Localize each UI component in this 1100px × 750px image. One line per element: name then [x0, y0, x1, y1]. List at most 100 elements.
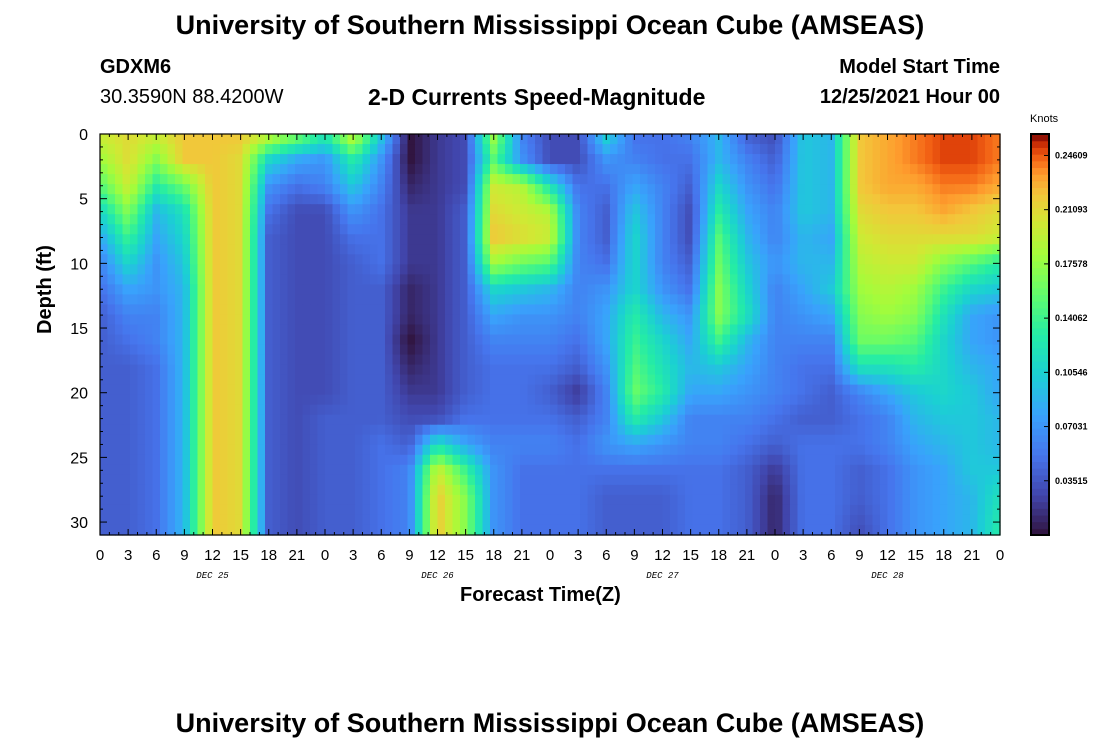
- heatmap-cell: [632, 224, 641, 235]
- heatmap-cell: [902, 524, 911, 536]
- heatmap-cell: [295, 424, 304, 436]
- heatmap-cell: [505, 384, 514, 396]
- heatmap-cell: [985, 214, 994, 225]
- heatmap-cell: [182, 184, 191, 195]
- heatmap-cell: [865, 144, 874, 155]
- heatmap-cell: [182, 424, 191, 436]
- heatmap-cell: [640, 154, 649, 165]
- heatmap-cell: [415, 244, 424, 255]
- heatmap-cell: [527, 394, 536, 406]
- heatmap-cell: [677, 344, 686, 356]
- heatmap-cell: [542, 214, 551, 225]
- heatmap-cell: [265, 244, 274, 255]
- heatmap-cell: [355, 284, 364, 296]
- heatmap-cell: [572, 374, 581, 386]
- heatmap-cell: [872, 244, 881, 255]
- heatmap-cell: [850, 504, 859, 516]
- heatmap-cell: [610, 314, 619, 326]
- heatmap-cell: [992, 424, 1001, 436]
- heatmap-cell: [265, 454, 274, 466]
- heatmap-cell: [797, 454, 806, 466]
- heatmap-cell: [475, 254, 484, 265]
- heatmap-cell: [842, 214, 851, 225]
- heatmap-cell: [655, 474, 664, 486]
- heatmap-cell: [377, 204, 386, 215]
- heatmap-cell: [415, 144, 424, 155]
- heatmap-cell: [362, 284, 371, 296]
- heatmap-cell: [797, 324, 806, 336]
- heatmap-cell: [970, 514, 979, 526]
- heatmap-cell: [842, 174, 851, 185]
- heatmap-cell: [467, 404, 476, 416]
- heatmap-cell: [617, 194, 626, 205]
- heatmap-cell: [392, 504, 401, 516]
- heatmap-cell: [197, 424, 206, 436]
- heatmap-cell: [407, 504, 416, 516]
- heatmap-cell: [280, 344, 289, 356]
- heatmap-cell: [572, 264, 581, 275]
- heatmap-cell: [302, 204, 311, 215]
- heatmap-cell: [452, 374, 461, 386]
- heatmap-cell: [947, 264, 956, 275]
- heatmap-cell: [310, 364, 319, 376]
- heatmap-cell: [872, 324, 881, 336]
- heatmap-cell: [632, 174, 641, 185]
- heatmap-cell: [640, 224, 649, 235]
- heatmap-cell: [437, 384, 446, 396]
- heatmap-cell: [865, 504, 874, 516]
- heatmap-cell: [422, 214, 431, 225]
- heatmap-cell: [752, 164, 761, 175]
- heatmap-cell: [302, 174, 311, 185]
- heatmap-cell: [895, 244, 904, 255]
- heatmap-cell: [917, 234, 926, 245]
- heatmap-cell: [385, 504, 394, 516]
- heatmap-cell: [805, 244, 814, 255]
- heatmap-cell: [677, 474, 686, 486]
- heatmap-cell: [842, 474, 851, 486]
- heatmap-cell: [857, 314, 866, 326]
- heatmap-cell: [595, 484, 604, 496]
- heatmap-cell: [212, 524, 221, 536]
- heatmap-cell: [842, 484, 851, 496]
- heatmap-cell: [647, 514, 656, 526]
- heatmap-cell: [662, 364, 671, 376]
- heatmap-cell: [565, 404, 574, 416]
- heatmap-cell: [610, 184, 619, 195]
- heatmap-cell: [970, 374, 979, 386]
- heatmap-cell: [640, 184, 649, 195]
- heatmap-cell: [625, 144, 634, 155]
- heatmap-cell: [707, 434, 716, 446]
- heatmap-cell: [550, 414, 559, 426]
- heatmap-cell: [745, 364, 754, 376]
- heatmap-cell: [242, 174, 251, 185]
- heatmap-cell: [505, 344, 514, 356]
- heatmap-cell: [197, 194, 206, 205]
- heatmap-cell: [175, 154, 184, 165]
- heatmap-cell: [415, 154, 424, 165]
- heatmap-cell: [872, 344, 881, 356]
- heatmap-cell: [460, 524, 469, 536]
- heatmap-cell: [452, 474, 461, 486]
- heatmap-cell: [887, 404, 896, 416]
- heatmap-cell: [767, 194, 776, 205]
- heatmap-cell: [572, 174, 581, 185]
- heatmap-cell: [625, 424, 634, 436]
- heatmap-cell: [310, 254, 319, 265]
- heatmap-cell: [257, 174, 266, 185]
- heatmap-cell: [280, 414, 289, 426]
- heatmap-cell: [152, 354, 161, 366]
- heatmap-cell: [850, 374, 859, 386]
- heatmap-cell: [130, 354, 139, 366]
- heatmap-cell: [677, 234, 686, 245]
- heatmap-cell: [932, 514, 941, 526]
- heatmap-cell: [527, 214, 536, 225]
- heatmap-cell: [242, 444, 251, 456]
- heatmap-cell: [182, 224, 191, 235]
- heatmap-cell: [415, 274, 424, 285]
- heatmap-cell: [400, 154, 409, 165]
- heatmap-cell: [250, 314, 259, 326]
- heatmap-cell: [392, 174, 401, 185]
- heatmap-cell: [767, 524, 776, 536]
- heatmap-cell: [325, 334, 334, 346]
- heatmap-cell: [152, 234, 161, 245]
